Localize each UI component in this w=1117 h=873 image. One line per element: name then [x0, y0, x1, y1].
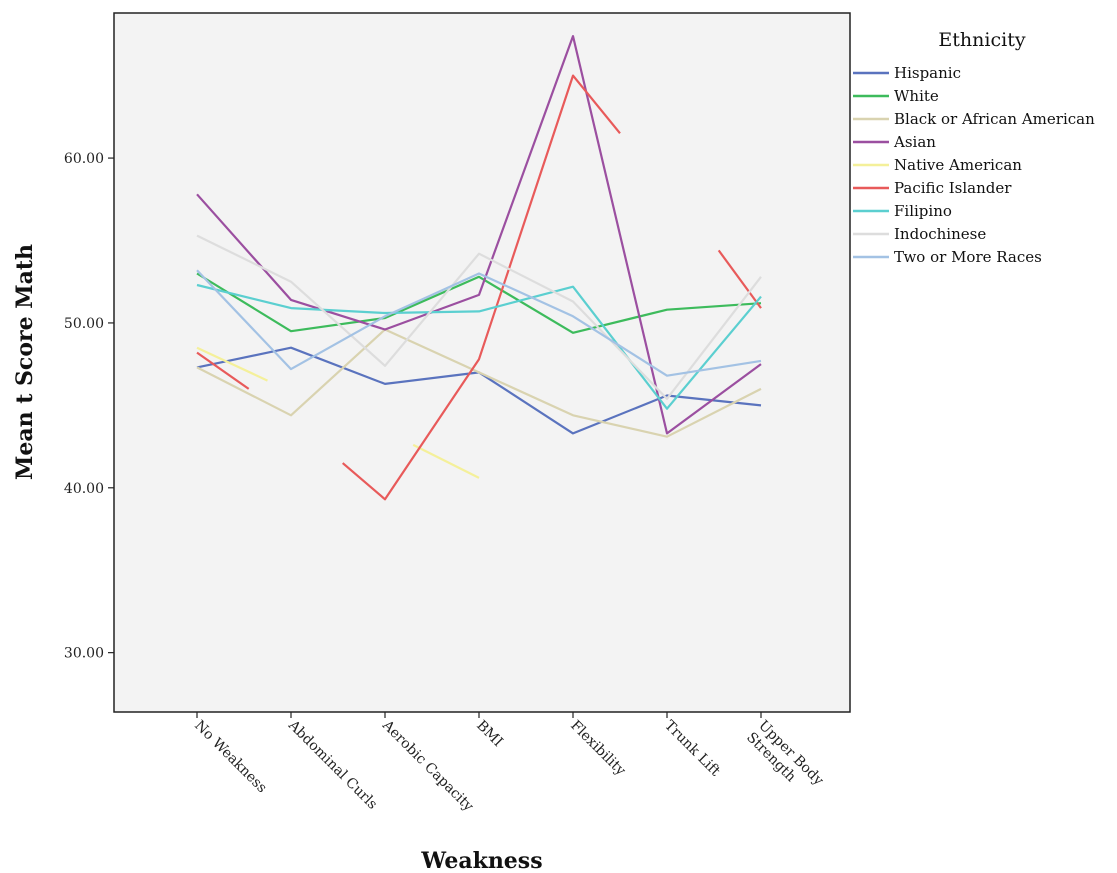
- x-tick-label: Trunk Lift: [661, 718, 723, 780]
- series-line-pacific-islander: [196, 351, 250, 390]
- legend: Ethnicity Hispanic White Black or African …: [853, 29, 1095, 266]
- series-line-indochinese: [196, 234, 762, 400]
- series-line-pacific-islander: [341, 74, 621, 501]
- y-axis: 30.00 40.00 50.00 60.00 70.00: [64, 0, 114, 662]
- plot-area: [113, 12, 851, 713]
- legend-label-white: White: [894, 87, 939, 105]
- legend-title: Ethnicity: [938, 29, 1025, 51]
- series-line-filipino: [196, 283, 762, 410]
- series-line-asian: [196, 34, 762, 435]
- series-line-native-american: [412, 443, 480, 479]
- legend-label-asian: Asian: [893, 133, 936, 151]
- legend-label-two-or-more-races: Two or More Races: [894, 248, 1042, 266]
- y-tick-label: 50.00: [64, 316, 104, 332]
- y-tick-label: 30.00: [64, 646, 104, 662]
- y-axis-title: Mean t Score Math: [12, 244, 38, 480]
- x-tick-label: Upper BodyStrength: [743, 718, 826, 801]
- legend-label-native-american: Native American: [894, 156, 1022, 174]
- legend-label-black-or-african-american: Black or African American: [894, 110, 1095, 128]
- series-line-native-american: [196, 346, 268, 382]
- legend-label-indochinese: Indochinese: [894, 225, 986, 243]
- legend-label-hispanic: Hispanic: [894, 64, 961, 82]
- x-tick-label: No Weakness: [191, 718, 270, 797]
- legend-label-pacific-islander: Pacific Islander: [894, 179, 1012, 197]
- x-axis-title: Weakness: [420, 848, 542, 873]
- series-line-white: [196, 272, 762, 334]
- x-tick-label: Flexibility: [567, 718, 628, 779]
- series-lines: [196, 34, 762, 501]
- legend-label-filipino: Filipino: [894, 202, 952, 220]
- y-tick-label: 70.00: [64, 0, 104, 2]
- series-line-pacific-islander: [717, 249, 762, 309]
- x-tick-label: BMI: [473, 718, 506, 751]
- y-tick-label: 40.00: [64, 481, 104, 497]
- y-tick-label: 60.00: [64, 151, 104, 167]
- x-tick-label: Aerobic Capacity: [378, 717, 476, 815]
- series-line-black-or-african-american: [196, 328, 762, 438]
- x-tick-label: Abdominal Curls: [284, 717, 380, 813]
- series-line-two-or-more-races: [196, 269, 762, 377]
